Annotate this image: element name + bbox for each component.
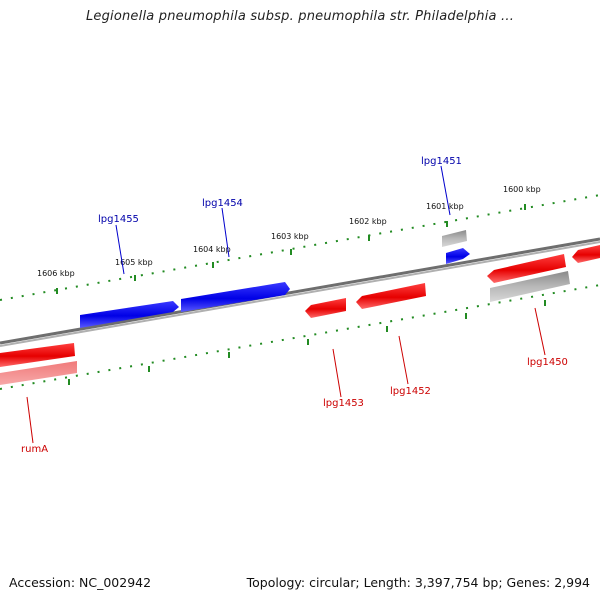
scale-label: 1602 kbp	[349, 217, 387, 226]
scale-label: 1601 kbp	[426, 202, 464, 211]
gene-lpg1454[interactable]	[181, 282, 290, 312]
scale-label: 1600 kbp	[503, 185, 541, 194]
gene-label-lpg1454[interactable]: lpg1454	[202, 198, 243, 209]
gene-labels: lpg1455 lpg1454 lpg1451 rumA lpg1453 lpg…	[21, 156, 568, 455]
gene-label-lpg1452[interactable]: lpg1452	[390, 386, 431, 397]
scale-labels: 1606 kbp 1605 kbp 1604 kbp 1603 kbp 1602…	[37, 185, 541, 278]
genome-title: Legionella pneumophila subsp. pneumophil…	[85, 9, 515, 24]
scale-label: 1603 kbp	[271, 232, 309, 241]
gene-lpg1452[interactable]	[356, 283, 426, 309]
backbone	[0, 237, 600, 347]
lower-tick-track	[0, 284, 600, 390]
gene-lpg1450[interactable]	[487, 254, 566, 283]
genome-summary: Topology: circular; Length: 3,397,754 bp…	[246, 575, 590, 590]
gene-lpg1453[interactable]	[305, 298, 346, 318]
gene-label-lpg1451[interactable]: lpg1451	[421, 156, 462, 167]
plus-strand-genes	[80, 230, 470, 328]
scale-label: 1606 kbp	[37, 269, 75, 278]
accession-text: Accession: NC_002942	[9, 575, 152, 590]
gene-label-rumA[interactable]: rumA	[21, 444, 48, 455]
scale-label: 1605 kbp	[115, 258, 153, 267]
gene-label-lpg1453[interactable]: lpg1453	[323, 398, 364, 409]
gene-partial-right[interactable]	[572, 245, 600, 263]
gene-label-lpg1455[interactable]: lpg1455	[98, 214, 139, 225]
upper-tick-track	[0, 194, 600, 301]
minus-strand-genes	[0, 245, 600, 385]
label-leaders	[26, 165, 546, 444]
gene-rumA-pseudo[interactable]	[0, 361, 77, 385]
gene-label-lpg1450[interactable]: lpg1450	[527, 357, 568, 368]
gene-lpg1455[interactable]	[80, 301, 179, 328]
gene-rumA[interactable]	[0, 343, 75, 367]
gene-lpg1450-pseudo[interactable]	[490, 271, 570, 302]
scale-label: 1604 kbp	[193, 245, 231, 254]
pseudo-gene[interactable]	[442, 230, 467, 247]
gene-lpg1451[interactable]	[446, 248, 470, 264]
